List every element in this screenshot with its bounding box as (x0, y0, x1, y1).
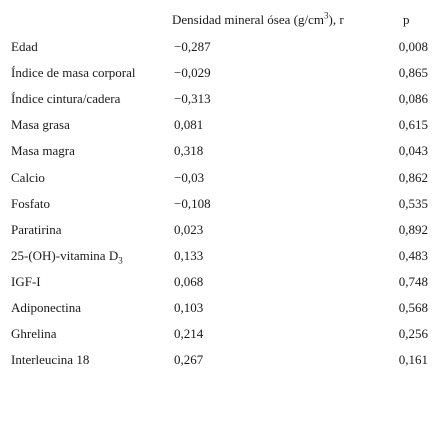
density-header-superscript: 3 (323, 10, 329, 21)
p-value: 0,535 (398, 195, 428, 211)
correlation-value: 0,267 (174, 352, 204, 368)
p-column-header: p (403, 12, 410, 27)
table-row: Masa grasa 0,081 0,615 (0, 115, 437, 135)
variable-label: Masa grasa (11, 117, 70, 133)
density-header-text: Densidad mineral ósea (g/cm (172, 12, 324, 27)
table-row: Índice de masa corporal −0,029 0,865 (0, 63, 437, 83)
p-value: 0,008 (398, 39, 428, 54)
table-row: Masa magra 0,318 0,043 (0, 141, 437, 161)
correlation-value: −0,03 (174, 169, 205, 185)
table-row: IGF-I 0,068 0,748 (0, 272, 437, 292)
correlation-value: 0,081 (174, 117, 204, 133)
variable-label: IGF-I (11, 273, 41, 289)
correlation-value: −0,029 (174, 65, 211, 81)
variable-label: Ghrelina (11, 326, 57, 342)
variable-label: Índice cintura/cadera (11, 91, 121, 107)
row-variable-name: IGF-I (11, 272, 41, 292)
variable-label: Índice de masa corporal (11, 65, 136, 81)
density-column-header: Densidad mineral ósea (g/cm3), r (172, 10, 344, 30)
correlation-value: 0,023 (174, 221, 204, 237)
p-value: 0,615 (398, 117, 428, 133)
correlation-value: −0,313 (174, 91, 211, 107)
variable-label: Masa magra (11, 143, 75, 159)
table-row: Calcio −0,03 0,862 (0, 168, 437, 188)
row-variable-name: Masa magra (11, 141, 75, 161)
variable-label: Edad (11, 39, 38, 54)
table-row: Adiponectina 0,103 0,568 (0, 298, 437, 318)
correlation-value: −0,287 (174, 39, 211, 54)
row-variable-name: Interleucina 18 (11, 350, 89, 370)
p-value: 0,865 (398, 65, 428, 81)
p-value: 0,161 (398, 352, 428, 368)
row-variable-name: Ghrelina (11, 324, 56, 344)
variable-label: Paratirina (11, 221, 62, 237)
p-value: 0,568 (398, 300, 428, 315)
table-row: Interleucina 18 0,267 0,161 (0, 350, 437, 370)
variable-label: Interleucina 18 (11, 352, 90, 368)
row-variable-name: 25-(OH)-vitamina D3 (11, 246, 123, 266)
table-row: 25-(OH)-vitamina D3 0,133 0,483 (0, 246, 437, 266)
p-value: 0,086 (398, 91, 428, 107)
correlation-value: 0,214 (174, 326, 204, 342)
p-value: 0,483 (398, 247, 428, 263)
correlation-value: 0,318 (174, 143, 204, 159)
variable-label: Fosfato (11, 195, 50, 211)
p-value: 0,748 (398, 273, 428, 289)
table-row: Ghrelina 0,214 0,256 (0, 324, 437, 344)
variable-label: 25-(OH)-vitamina D (11, 247, 119, 263)
row-variable-name: Edad (11, 37, 38, 57)
row-variable-name: Fosfato (11, 194, 50, 214)
row-variable-name: Índice cintura/cadera (11, 89, 120, 109)
correlation-value: 0,068 (174, 273, 204, 289)
correlation-value: 0,133 (174, 247, 204, 263)
row-variable-name: Adiponectina (11, 298, 81, 318)
variable-label: Adiponectina (11, 300, 82, 315)
variable-subscript: 3 (118, 255, 123, 266)
p-value: 0,892 (398, 221, 428, 237)
variable-label: Calcio (11, 169, 45, 185)
correlation-value: 0,103 (174, 300, 204, 315)
table-row: Paratirina 0,023 0,892 (0, 220, 437, 240)
row-variable-name: Calcio (11, 168, 45, 188)
row-variable-name: Masa grasa (11, 115, 70, 135)
p-value: 0,043 (398, 143, 428, 159)
p-value: 0,862 (398, 169, 428, 185)
correlation-value: −0,108 (174, 195, 211, 211)
density-header-suffix: ), r (328, 12, 344, 27)
row-variable-name: Índice de masa corporal (11, 63, 136, 83)
p-value: 0,256 (398, 326, 428, 342)
table-row: Fosfato −0,108 0,535 (0, 194, 437, 214)
table-row: Índice cintura/cadera −0,313 0,086 (0, 89, 437, 109)
row-variable-name: Paratirina (11, 220, 62, 240)
table-row: Edad −0,287 0,008 (0, 37, 437, 57)
